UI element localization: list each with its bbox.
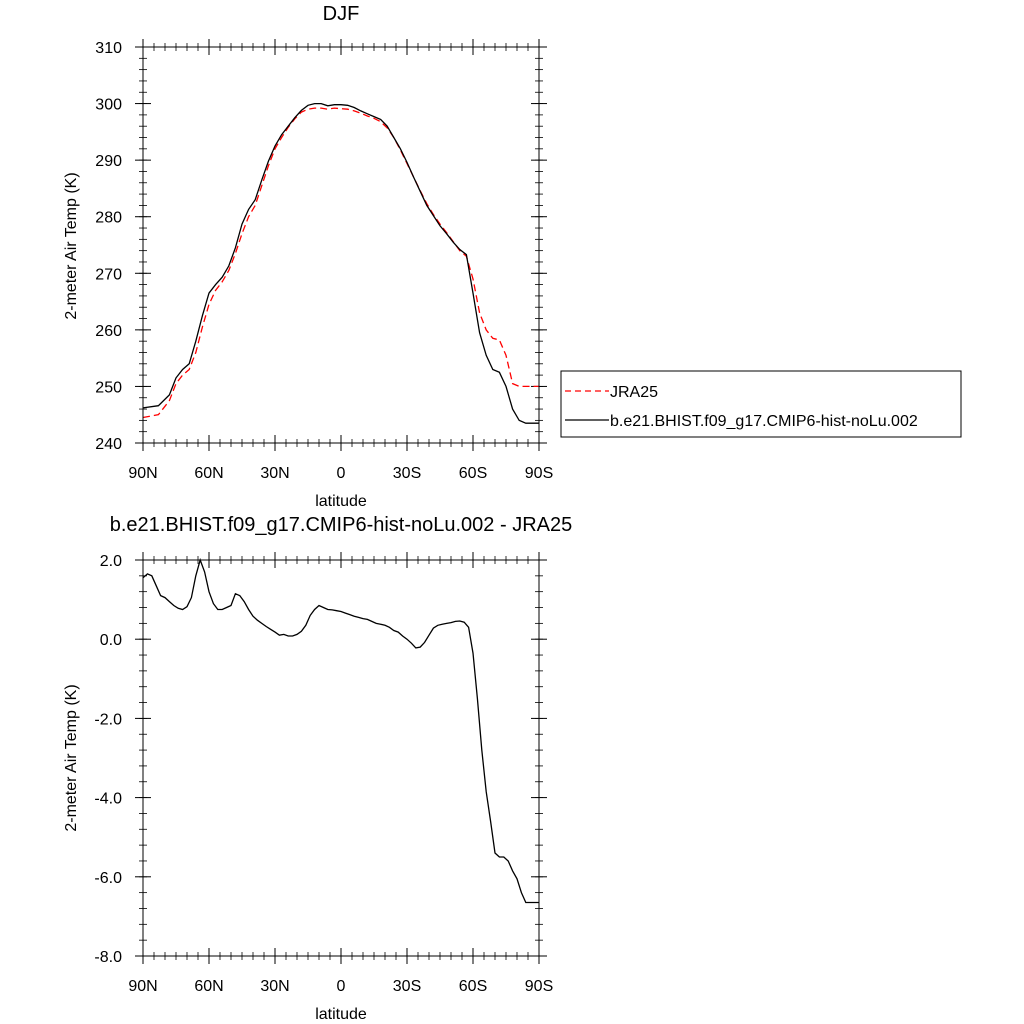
series-line-jra25 (142, 107, 539, 419)
plot-frame (142, 46, 540, 444)
legend: JRA25 b.e21.BHIST.f09_g17.CMIP6-hist-noL… (560, 370, 962, 438)
x-tick-label: 0 (337, 465, 346, 482)
series-lines (142, 557, 539, 904)
y-tick-label: 300 (95, 97, 122, 114)
grid-ticks (135, 552, 547, 964)
x-tick-label: 30N (260, 465, 289, 482)
y-tick-label: 290 (95, 153, 122, 170)
legend-box (560, 370, 962, 438)
y-tick-label: 0.0 (100, 632, 122, 649)
legend-label-model: b.e21.BHIST.f09_g17.CMIP6-hist-noLu.002 (610, 413, 918, 430)
y-tick-label: 240 (95, 436, 122, 453)
x-tick-label: 90N (128, 465, 157, 482)
x-tick-label: 90S (525, 465, 553, 482)
x-tick-label: 0 (337, 978, 346, 995)
series-lines (142, 102, 539, 424)
y-tick-labels: 240 250 260 270 280 290 300 310 (95, 40, 122, 453)
y-tick-label: 280 (95, 210, 122, 227)
x-tick-label: 60N (194, 465, 223, 482)
x-tick-label: 90S (525, 978, 553, 995)
y-tick-label: -8.0 (94, 949, 122, 966)
x-tick-label: 60N (194, 978, 223, 995)
chart-title: b.e21.BHIST.f09_g17.CMIP6-hist-noLu.002 … (110, 514, 572, 536)
y-tick-label: 250 (95, 379, 122, 396)
y-tick-label: -6.0 (94, 870, 122, 887)
panel-difference: b.e21.BHIST.f09_g17.CMIP6-hist-noLu.002 … (63, 514, 572, 1023)
y-tick-label: 310 (95, 40, 122, 57)
x-tick-label: 30S (393, 465, 421, 482)
y-tick-labels: 2.0 0.0 -2.0 -4.0 -6.0 -8.0 (94, 553, 122, 966)
y-tick-label: 2.0 (100, 553, 122, 570)
legend-label-jra25: JRA25 (610, 384, 658, 401)
x-tick-label: 60S (459, 465, 487, 482)
x-axis-label: latitude (315, 1006, 367, 1023)
y-axis-label: 2-meter Air Temp (K) (63, 684, 80, 831)
x-tick-label: 90N (128, 978, 157, 995)
chart-title: DJF (323, 3, 360, 25)
panel-djf: DJF 2-meter Air Temp (K) latitude 90N 60N… (63, 3, 553, 510)
x-tick-labels: 90N 60N 30N 0 30S 60S 90S (128, 465, 553, 482)
plot-frame (142, 559, 540, 957)
grid-ticks (135, 39, 547, 451)
x-tick-label: 30N (260, 978, 289, 995)
series-line-difference (142, 557, 539, 904)
x-tick-label: 60S (459, 978, 487, 995)
y-tick-label: 270 (95, 266, 122, 283)
series-line-b-e21-bhist-f09-g17-cmip6-hist-nolu-002 (142, 102, 539, 424)
x-axis-label: latitude (315, 493, 367, 510)
x-tick-labels: 90N 60N 30N 0 30S 60S 90S (128, 978, 553, 995)
x-tick-label: 30S (393, 978, 421, 995)
y-tick-label: 260 (95, 323, 122, 340)
y-axis-label: 2-meter Air Temp (K) (63, 172, 80, 319)
y-tick-label: -2.0 (94, 711, 122, 728)
y-tick-label: -4.0 (94, 791, 122, 808)
